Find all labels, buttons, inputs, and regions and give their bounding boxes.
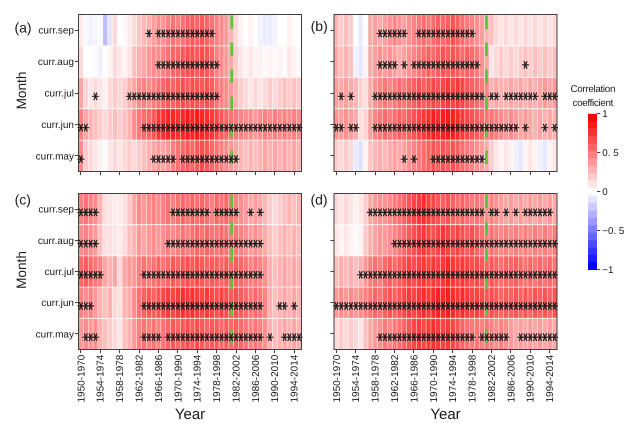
svg-text:0. 5: 0. 5 — [602, 148, 619, 159]
svg-text:curr.sep: curr.sep — [38, 26, 74, 37]
svg-text:curr.sep: curr.sep — [38, 205, 74, 216]
svg-text:curr.jun: curr.jun — [41, 120, 74, 131]
svg-text:0: 0 — [602, 187, 608, 198]
svg-text:Correlation: Correlation — [570, 84, 615, 95]
svg-text:1994-2014: 1994-2014 — [545, 354, 556, 402]
svg-text:curr.may: curr.may — [36, 151, 74, 162]
svg-text:1966-1986: 1966-1986 — [154, 354, 165, 402]
svg-text:1974-1994: 1974-1994 — [193, 354, 204, 402]
svg-text:1974-1994: 1974-1994 — [448, 354, 459, 402]
svg-text:1978-1998: 1978-1998 — [468, 354, 479, 402]
svg-text:(a): (a) — [14, 19, 31, 35]
svg-text:−0. 5: −0. 5 — [602, 226, 625, 237]
svg-text:1950-1970: 1950-1970 — [332, 354, 343, 402]
svg-text:1966-1986: 1966-1986 — [409, 354, 420, 402]
svg-text:1962-1982: 1962-1982 — [135, 354, 146, 402]
svg-text:curr.aug: curr.aug — [38, 236, 74, 247]
svg-text:1970-1990: 1970-1990 — [173, 354, 184, 402]
svg-text:1990-2010: 1990-2010 — [526, 354, 537, 402]
svg-text:coefficient: coefficient — [572, 98, 613, 109]
svg-text:(c): (c) — [15, 192, 31, 208]
svg-text:Month: Month — [14, 72, 29, 110]
svg-text:(b): (b) — [311, 18, 328, 34]
svg-text:1958-1978: 1958-1978 — [371, 354, 382, 402]
svg-text:Year: Year — [175, 406, 205, 423]
svg-text:curr.aug: curr.aug — [38, 57, 74, 68]
svg-text:1990-2010: 1990-2010 — [270, 354, 281, 402]
svg-text:1986-2006: 1986-2006 — [506, 354, 517, 402]
svg-text:1994-2014: 1994-2014 — [290, 354, 301, 402]
svg-text:curr.jun: curr.jun — [41, 298, 74, 309]
svg-text:(d): (d) — [310, 192, 327, 208]
svg-text:1950-1970: 1950-1970 — [76, 354, 87, 402]
svg-text:1954-1974: 1954-1974 — [351, 354, 362, 402]
svg-text:curr.jul: curr.jul — [45, 89, 74, 100]
svg-text:Year: Year — [430, 406, 460, 423]
svg-text:1982-2002: 1982-2002 — [231, 354, 242, 402]
svg-text:curr.jul: curr.jul — [45, 267, 74, 278]
svg-text:Month: Month — [14, 251, 29, 289]
svg-text:1982-2002: 1982-2002 — [487, 354, 498, 402]
svg-text:1: 1 — [602, 109, 607, 120]
svg-text:1970-1990: 1970-1990 — [429, 354, 440, 402]
svg-text:1962-1982: 1962-1982 — [390, 354, 401, 402]
svg-text:1958-1978: 1958-1978 — [115, 354, 126, 402]
svg-text:−1: −1 — [602, 265, 613, 276]
svg-text:1986-2006: 1986-2006 — [251, 354, 262, 402]
svg-text:1978-1998: 1978-1998 — [212, 354, 223, 402]
svg-text:1954-1974: 1954-1974 — [96, 354, 107, 402]
svg-text:curr.may: curr.may — [36, 329, 74, 340]
